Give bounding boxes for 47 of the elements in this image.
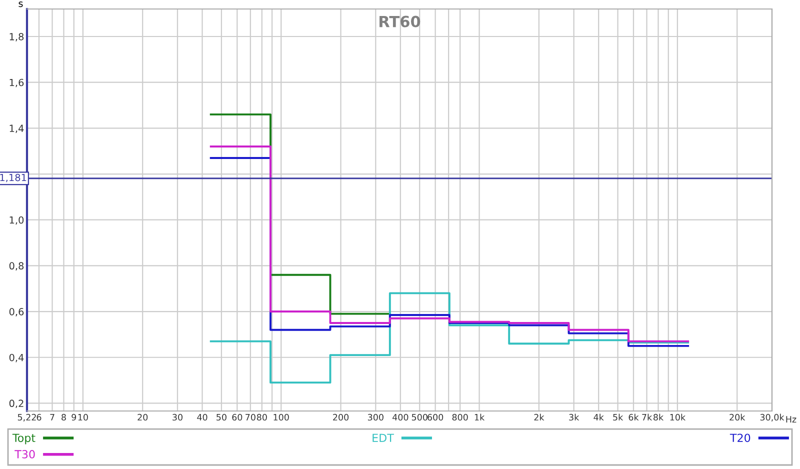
x-tick-label: 4k bbox=[594, 414, 604, 420]
legend-label: EDT bbox=[372, 434, 394, 442]
y-tick-label: 1,4 bbox=[10, 124, 24, 134]
x-tick-label: 30 bbox=[172, 414, 182, 421]
x-tick-label: 1k bbox=[474, 414, 485, 420]
y-axis-title: s bbox=[18, 2, 23, 8]
y-tick-label: 1,6 bbox=[10, 78, 24, 88]
x-tick-label: 6 bbox=[36, 414, 42, 421]
x-tick-label: 10 bbox=[78, 414, 88, 421]
x-tick-label: 10k bbox=[670, 414, 686, 421]
y-tick-label: 0,8 bbox=[9, 262, 24, 271]
x-tick-label: 2k bbox=[534, 414, 544, 420]
x-tick-label: 5,22 bbox=[18, 414, 36, 422]
legend-label: T30 bbox=[14, 450, 35, 458]
y-tick-label: 0,6 bbox=[9, 308, 24, 316]
x-tick-label: 500 bbox=[412, 414, 428, 421]
x-tick-label: 70 bbox=[246, 414, 256, 421]
legend-label: T20 bbox=[730, 434, 750, 442]
chart-title: RT60 bbox=[380, 16, 420, 28]
x-tick-label: 3k bbox=[569, 414, 580, 421]
x-tick-label: 7 bbox=[50, 414, 54, 420]
x-tick-label: 80 bbox=[256, 414, 267, 421]
y-tick-label: 0,4 bbox=[9, 354, 24, 362]
x-tick-label: 60 bbox=[232, 414, 242, 421]
y-tick-label: 1,8 bbox=[10, 32, 24, 42]
x-tick-label: 50 bbox=[216, 414, 226, 421]
legend-label: Topt bbox=[12, 434, 36, 444]
x-tick-label: 600 bbox=[428, 414, 444, 421]
y-tick-label: 0,2 bbox=[9, 400, 24, 408]
x-tick-label: 8 bbox=[62, 414, 66, 421]
x-tick-label: 40 bbox=[197, 414, 208, 421]
y-tick-label: 1,0 bbox=[10, 216, 24, 225]
x-tick-label: 8k bbox=[654, 414, 664, 421]
x-tick-label: 300 bbox=[368, 414, 384, 421]
x-tick-label: 400 bbox=[392, 414, 408, 421]
x-tick-label: 20 bbox=[138, 414, 148, 421]
x-tick-label: 100 bbox=[274, 414, 289, 421]
x-tick-label: 9 bbox=[72, 414, 76, 421]
x-tick-label: 200 bbox=[333, 414, 349, 421]
x-axis-title: Hz bbox=[786, 416, 796, 422]
x-tick-label: 6k bbox=[628, 414, 639, 421]
x-tick-label: 30,0k bbox=[760, 414, 784, 422]
x-tick-label: 800 bbox=[452, 414, 468, 421]
x-tick-label: 5k bbox=[613, 414, 624, 421]
x-tick-label: 7k bbox=[642, 414, 652, 420]
x-tick-label: 20k bbox=[730, 414, 746, 421]
ref-line-label: 1,181 bbox=[0, 174, 26, 182]
